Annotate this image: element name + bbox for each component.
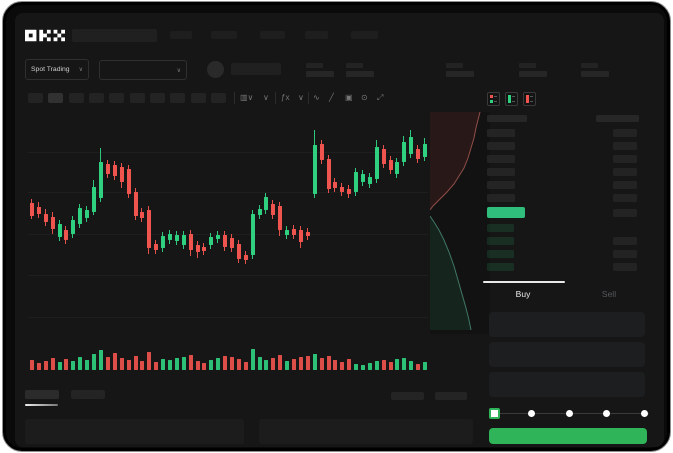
bids-only-icon[interactable] (505, 92, 518, 106)
asks-only-icon[interactable] (523, 92, 536, 106)
order-book[interactable] (483, 112, 661, 282)
timeframe-pill[interactable] (191, 93, 206, 103)
buy-submit-button[interactable] (489, 428, 647, 444)
orders-panel-placeholder (259, 419, 473, 444)
bottom-tab-underline (25, 404, 58, 406)
tab-buy[interactable]: Buy (515, 289, 531, 299)
market-type-label: Spot Trading (31, 66, 70, 73)
ticker-stat (306, 63, 334, 77)
timeframe-pill-active[interactable] (48, 93, 63, 103)
ticker-stat (446, 63, 474, 77)
tab-sell[interactable]: Sell (601, 289, 617, 299)
fullscreen-icon[interactable]: ⤢ (377, 93, 384, 102)
timeframe-pill[interactable] (69, 93, 84, 103)
nav-item-placeholder[interactable] (260, 31, 285, 39)
timeframe-pill[interactable] (150, 93, 165, 103)
bottom-tab-active-placeholder[interactable] (25, 390, 59, 399)
trade-panel: Buy Sell (481, 278, 661, 447)
ticker-stat (581, 63, 609, 77)
coin-icon (207, 61, 224, 78)
brand-name: OKX (65, 29, 66, 30)
chevron-down-icon: ∨ (176, 67, 181, 74)
depth-bid-line (430, 215, 472, 331)
market-type-select[interactable]: Spot Trading ∨ (25, 59, 89, 80)
candles-layer (28, 112, 428, 337)
brand-logo[interactable]: OKX (25, 29, 65, 42)
timeframe-pill[interactable] (211, 93, 226, 103)
okx-logo-icon (25, 29, 65, 42)
combined-book-icon[interactable] (487, 92, 500, 106)
chevron-down-icon[interactable]: ∨ (298, 93, 304, 102)
timeframe-pill[interactable] (130, 93, 145, 103)
header-search-placeholder[interactable] (72, 29, 157, 42)
ticker-stat (519, 63, 547, 77)
nav-item-placeholder[interactable] (170, 31, 192, 39)
timeframe-pill[interactable] (170, 93, 185, 103)
indicator-icon[interactable]: ƒx (281, 93, 290, 102)
timeframe-pill[interactable] (89, 93, 104, 103)
timeframe-pill[interactable] (109, 93, 124, 103)
total-field[interactable] (489, 372, 645, 397)
depth-ask-fill (430, 112, 480, 210)
timeframe-pill[interactable] (28, 93, 43, 103)
orderbook-view-toggles (487, 92, 536, 106)
ticker-stat (346, 63, 374, 77)
active-tab-indicator (483, 281, 565, 283)
bottom-action-placeholder[interactable] (391, 392, 424, 400)
wave-tool-icon[interactable]: ∿ (313, 93, 320, 102)
timer-icon[interactable]: ⊙ (361, 93, 368, 102)
volume-pane (28, 338, 428, 370)
app-window: OKX Spot Trading ∨ ∨ (15, 13, 664, 447)
candle-style-icon[interactable]: ▥∨ (240, 93, 254, 102)
pair-name-placeholder (231, 63, 281, 75)
depth-chart (430, 112, 490, 334)
orders-panel-placeholder (25, 419, 244, 444)
depth-bid-fill (430, 216, 471, 330)
pair-select[interactable]: ∨ (99, 60, 187, 80)
chevron-down-icon[interactable]: ∨ (263, 93, 269, 102)
draw-line-icon[interactable]: ╱ (329, 93, 334, 102)
depth-ask-line (430, 112, 481, 211)
volume-layer (28, 338, 428, 370)
nav-item-placeholder[interactable] (305, 31, 328, 39)
chevron-down-icon: ∨ (78, 67, 83, 73)
nav-item-placeholder[interactable] (211, 31, 237, 39)
camera-icon[interactable]: ▣ (345, 93, 353, 102)
amount-slider[interactable] (489, 406, 649, 422)
price-field[interactable] (489, 312, 645, 337)
bottom-tab-placeholder[interactable] (71, 390, 105, 399)
bottom-action-placeholder[interactable] (435, 392, 467, 400)
price-chart[interactable] (28, 112, 428, 337)
amount-field[interactable] (489, 342, 645, 367)
nav-item-placeholder[interactable] (351, 31, 378, 39)
